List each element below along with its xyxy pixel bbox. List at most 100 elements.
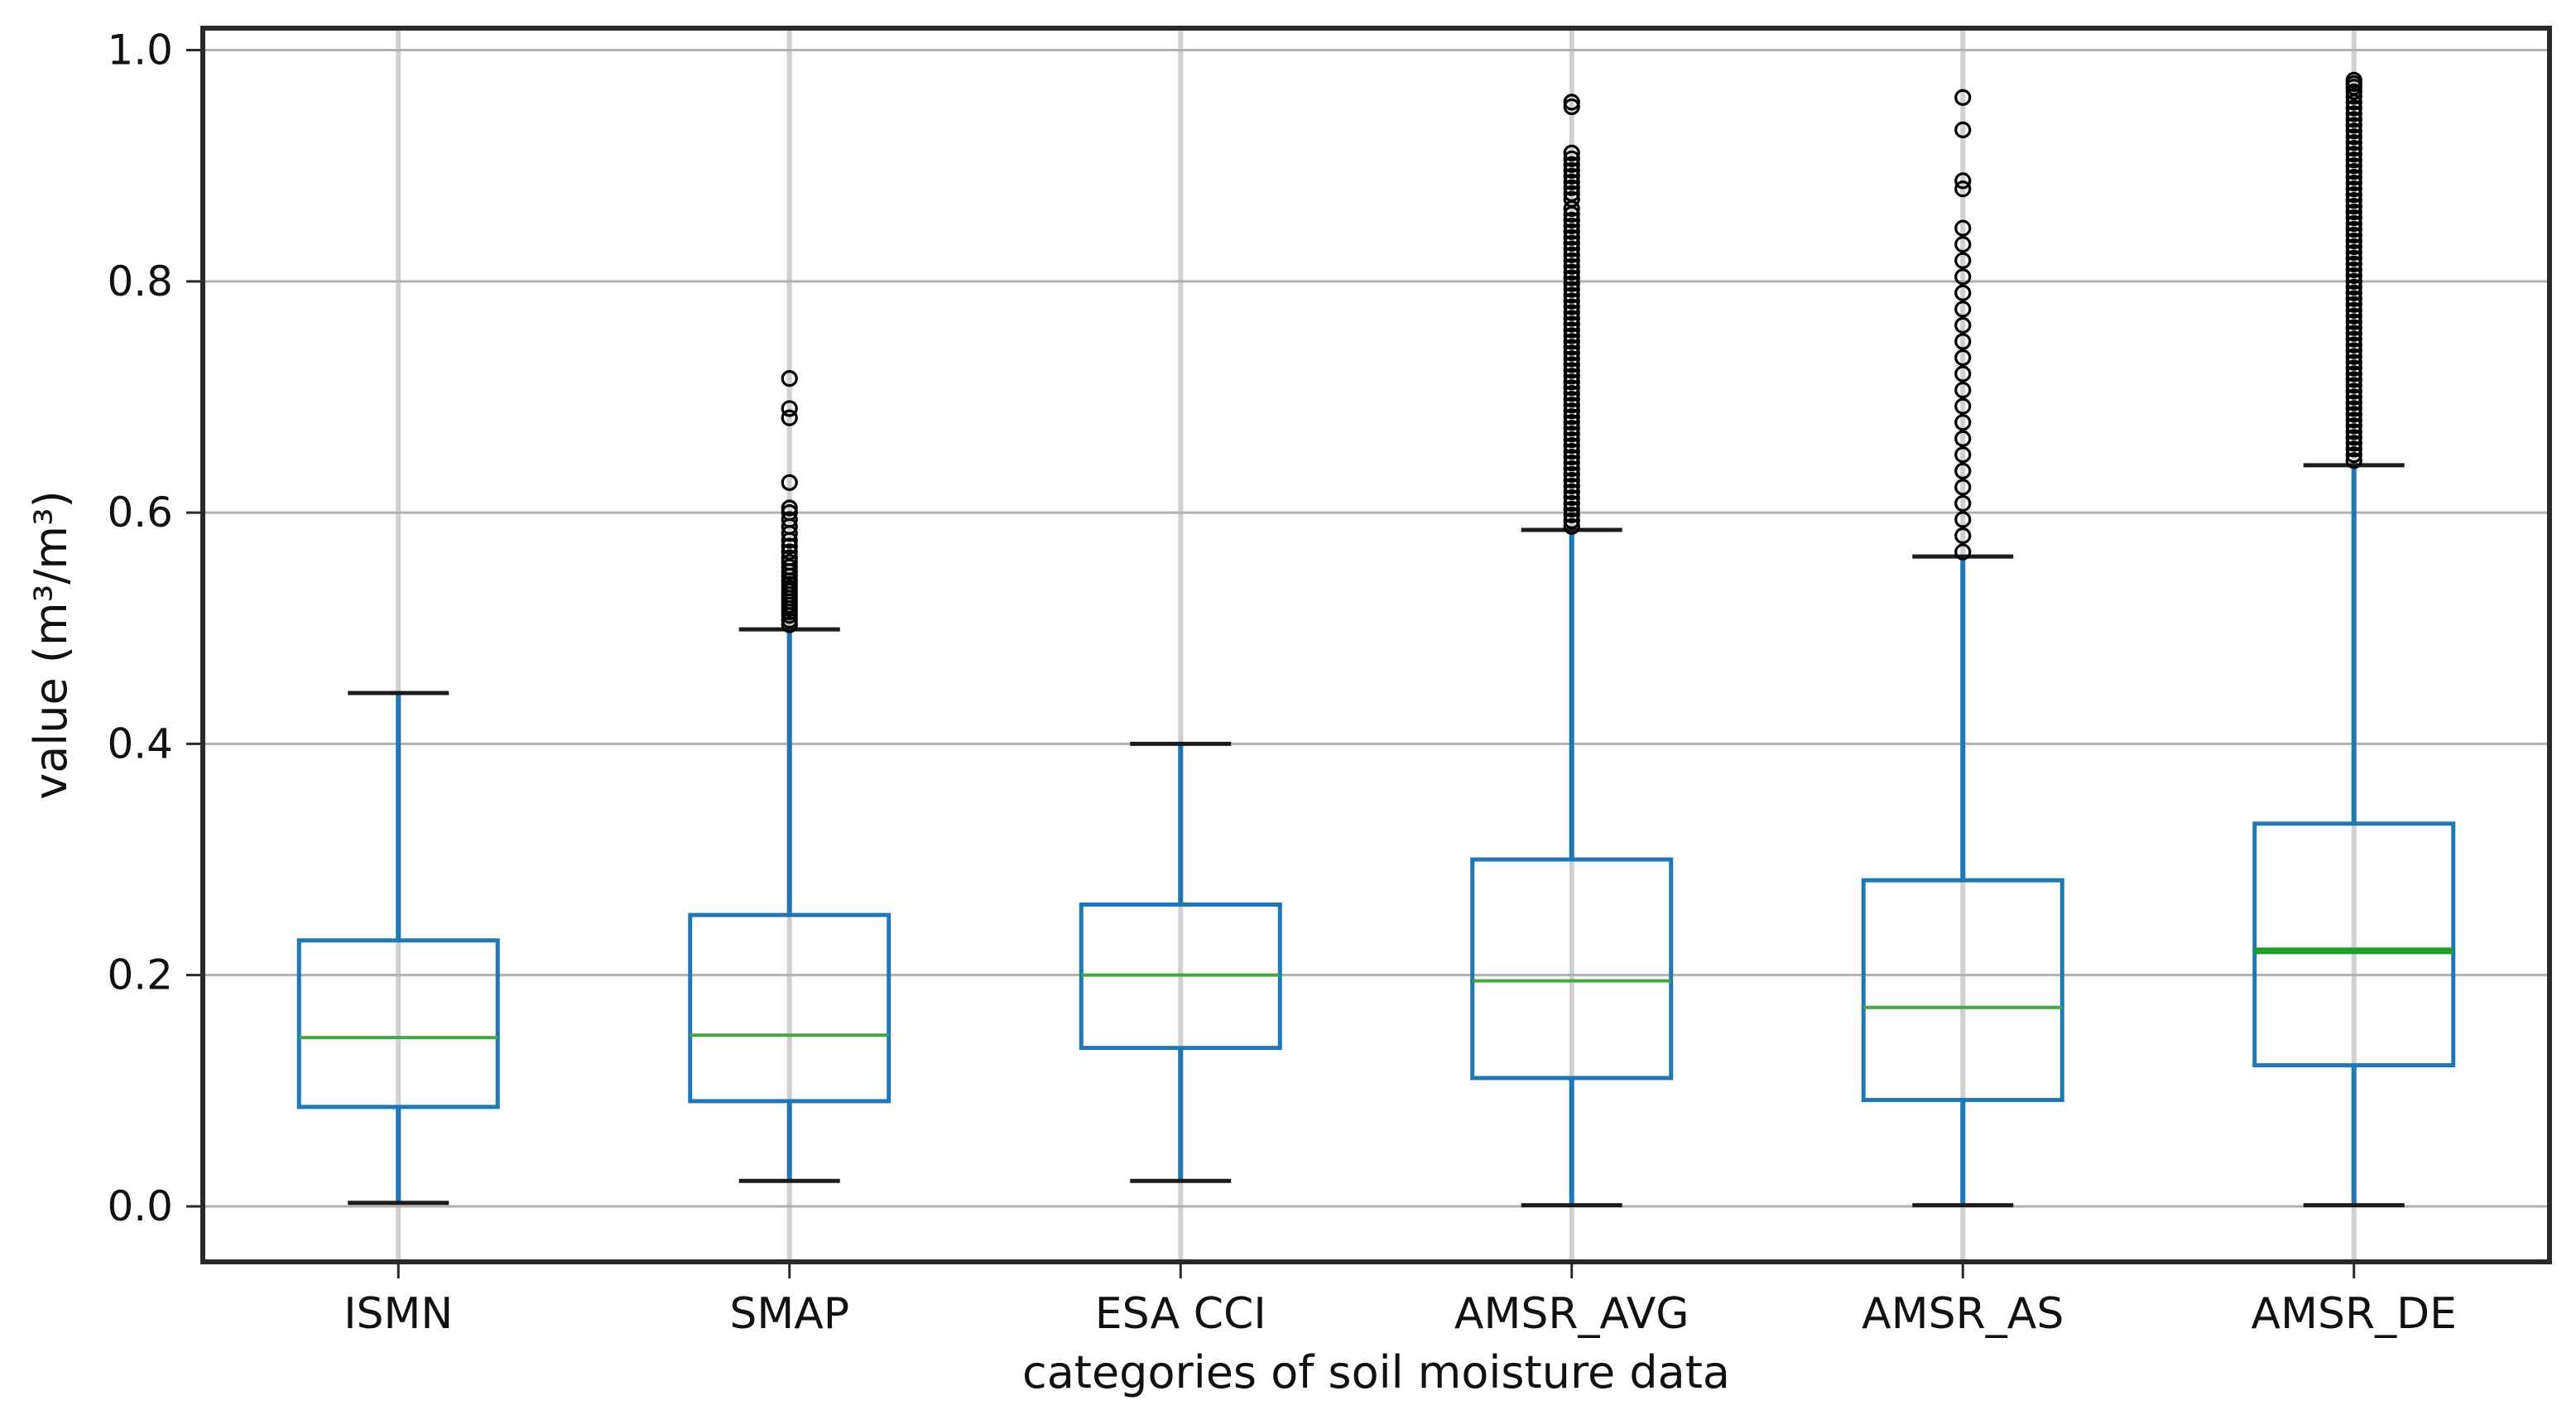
outlier-marker [1563,217,1580,234]
outlier-marker [1563,431,1580,449]
outlier-marker [2345,272,2362,290]
outlier-marker [1563,442,1580,460]
outlier-marker [1563,263,1580,281]
outlier-marker [1563,379,1580,397]
outlier-marker [2345,377,2362,394]
outlier-marker [1954,181,1972,198]
x-tick-label: ISMN [344,1289,453,1339]
outlier-marker [2345,169,2362,186]
x-tick-label: ESA CCI [1095,1289,1266,1339]
outlier-marker [2345,181,2362,198]
outlier-marker [1563,420,1580,437]
outlier-marker [1563,304,1580,321]
outlier-marker [2345,417,2362,435]
outlier-marker [2345,191,2362,209]
outlier-marker [2345,243,2362,262]
box-ESA CCI [1079,741,1282,1183]
outlier-marker [1563,333,1580,350]
outlier-marker [1954,316,1972,334]
outlier-marker [1563,344,1580,362]
outlier-marker [1563,471,1580,489]
outlier-marker [2345,157,2362,175]
box-AMSR_AS [1861,89,2064,1208]
outlier-marker [2345,383,2362,400]
y-tick-label: 0.8 [107,258,173,306]
outlier-marker [1563,292,1580,310]
y-tick-label: 0.2 [107,951,173,999]
outlier-marker [1563,356,1580,373]
outlier-marker [2345,146,2362,163]
x-tick-label: AMSR_DE [2252,1289,2457,1339]
outlier-marker [2345,365,2362,383]
outlier-marker [2345,388,2362,406]
outlier-marker [1563,246,1580,263]
outlier-marker [781,554,798,571]
outlier-marker [2345,203,2362,221]
outlier-marker [2345,284,2362,301]
outlier-marker [1563,477,1580,495]
outlier-marker [1563,179,1580,196]
outlier-marker [781,474,798,491]
outlier-marker [1563,275,1580,292]
outlier-marker [2345,330,2362,348]
outlier-marker [2345,435,2362,452]
outlier-marker [2345,197,2362,215]
outlier-marker [1563,234,1580,252]
outlier-marker [2345,394,2362,412]
outlier-marker [2345,440,2362,458]
outlier-marker [1954,349,1972,367]
outlier-marker [1563,426,1580,443]
iqr-box [1861,878,2064,1102]
outlier-marker [1563,315,1580,333]
outlier-marker [1954,511,1972,528]
outlier-marker [2345,371,2362,388]
outlier-marker [1954,479,1972,496]
outlier-marker [2345,359,2362,377]
outlier-marker [1563,397,1580,414]
outlier-marker [781,549,798,566]
box-ISMN [296,691,500,1206]
outlier-marker [1563,414,1580,431]
outlier-marker [781,543,798,561]
outlier-marker [2345,232,2362,250]
outlier-marker [2345,175,2362,192]
outlier-marker [1563,500,1580,518]
outlier-marker [1563,167,1580,185]
outlier-marker [1563,350,1580,368]
x-tick-label: AMSR_AVG [1454,1289,1689,1339]
outlier-marker [1563,298,1580,315]
outlier-marker [781,400,798,417]
iqr-box [296,938,500,1110]
outlier-marker [2345,342,2362,359]
outlier-marker [1954,252,1972,269]
outlier-marker [1563,161,1580,179]
outlier-marker [2345,278,2362,296]
outlier-marker [2345,313,2362,330]
outlier-marker [2345,296,2362,313]
outlier-marker [1954,397,1972,415]
outlier-marker [1563,483,1580,501]
outlier-marker [1563,391,1580,408]
outlier-marker [1954,284,1972,301]
outlier-marker [2345,214,2362,233]
outlier-marker [2345,226,2362,244]
outlier-marker [1563,150,1580,167]
outlier-marker [1563,373,1580,391]
outlier-marker [1954,527,1972,545]
outlier-marker [1563,281,1580,298]
outlier-marker [781,409,798,426]
outlier-marker [781,504,798,522]
outlier-marker [2345,99,2362,117]
outlier-marker [1563,310,1580,327]
outlier-marker [1954,494,1972,513]
outlier-marker [1954,543,1972,561]
outlier-marker [2345,238,2362,256]
axes-frame [200,26,2552,1264]
outlier-marker [1954,414,1972,431]
outlier-marker [1954,462,1972,479]
outlier-marker [2345,140,2362,157]
outlier-marker [1563,494,1580,513]
outlier-marker [2345,290,2362,307]
outlier-marker [1563,465,1580,484]
